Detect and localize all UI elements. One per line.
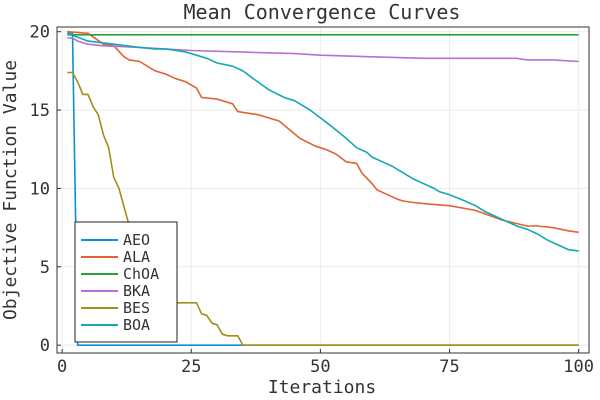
x-tick-label: 50 bbox=[310, 357, 330, 377]
y-tick-label: 20 bbox=[30, 23, 50, 43]
x-tick-label: 0 bbox=[57, 357, 67, 377]
chart-title: Mean Convergence Curves bbox=[184, 0, 461, 24]
series-line-boa bbox=[67, 32, 579, 252]
x-tick-label: 75 bbox=[439, 357, 459, 377]
series-line-bka bbox=[67, 37, 579, 63]
y-axis-ticks: 0 5 10 15 20 bbox=[30, 23, 61, 356]
x-tick-label: 25 bbox=[181, 357, 201, 377]
legend-label-bka: BKA bbox=[123, 282, 150, 300]
y-tick-label: 5 bbox=[40, 258, 50, 278]
y-tick-label: 0 bbox=[40, 336, 50, 356]
plot-frame bbox=[56, 26, 590, 354]
x-tick-label: 100 bbox=[563, 357, 594, 377]
y-tick-label: 15 bbox=[30, 101, 50, 121]
legend-label-aeo: AEO bbox=[123, 231, 150, 249]
legend-box bbox=[74, 221, 178, 343]
legend-label-boa: BOA bbox=[123, 316, 150, 334]
legend-label-ala: ALA bbox=[123, 248, 150, 266]
legend-label-bes: BES bbox=[123, 299, 150, 317]
legend-label-choa: ChOA bbox=[123, 265, 159, 283]
series-line-ala bbox=[67, 30, 579, 234]
x-axis-label: Iterations bbox=[268, 377, 376, 398]
y-axis-label: Objective Function Value bbox=[0, 60, 21, 320]
y-tick-label: 10 bbox=[30, 179, 50, 199]
x-axis-ticks: 0 25 50 75 100 bbox=[57, 349, 594, 377]
